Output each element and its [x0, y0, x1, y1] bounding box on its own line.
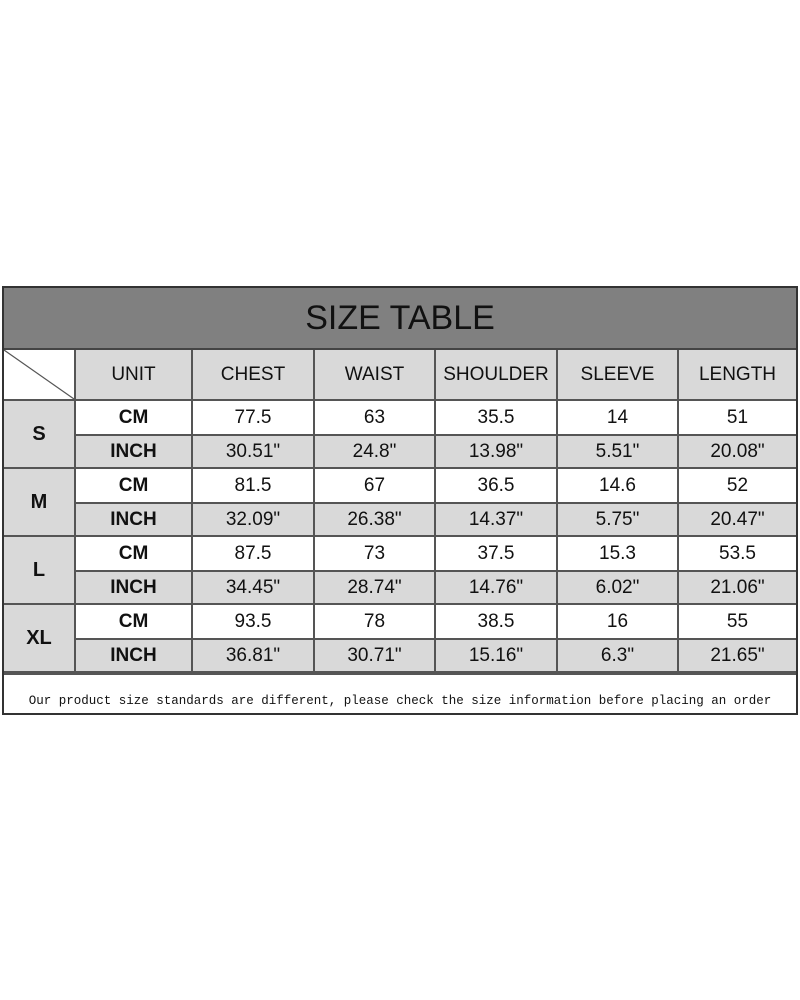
cell-chest: 87.5	[191, 536, 315, 572]
cell-waist: 26.38"	[313, 503, 436, 537]
cell-unit: CM	[74, 536, 193, 572]
header-sleeve: SLEEVE	[556, 350, 679, 401]
cell-sleeve: 6.3"	[556, 639, 679, 673]
header-length: LENGTH	[677, 350, 796, 401]
cell-waist: 73	[313, 536, 436, 572]
table-row-s-cm: S CM 77.5 63 35.5 14 51	[4, 400, 796, 469]
table-row-s-inch: INCH 30.51" 24.8" 13.98" 5.51" 20.08"	[4, 435, 796, 469]
cell-length: 20.08"	[677, 435, 796, 469]
cell-waist: 24.8"	[313, 435, 436, 469]
cell-length: 21.65"	[677, 639, 796, 673]
cell-chest: 30.51"	[191, 435, 315, 469]
cell-sleeve: 5.51"	[556, 435, 679, 469]
cell-shoulder: 37.5	[434, 536, 558, 572]
size-disclaimer: Our product size standards are different…	[4, 673, 796, 727]
cell-sleeve: 14	[556, 400, 679, 436]
header-chest: CHEST	[191, 350, 315, 401]
header-unit: UNIT	[74, 350, 193, 401]
cell-chest: 32.09"	[191, 503, 315, 537]
cell-sleeve: 15.3	[556, 536, 679, 572]
size-label: M	[4, 468, 76, 537]
cell-unit: INCH	[75, 571, 193, 605]
cell-chest: 34.45"	[191, 571, 315, 605]
cell-length: 55	[677, 604, 796, 640]
cell-waist: 28.74"	[313, 571, 436, 605]
cell-sleeve: 6.02"	[556, 571, 679, 605]
table-row-m-inch: INCH 32.09" 26.38" 14.37" 5.75" 20.47"	[4, 503, 796, 537]
cell-chest: 77.5	[191, 400, 315, 436]
cell-sleeve: 5.75"	[556, 503, 679, 537]
table-row-xl-inch: INCH 36.81" 30.71" 15.16" 6.3" 21.65"	[4, 639, 796, 673]
cell-unit: CM	[74, 604, 193, 640]
size-table: SIZE TABLE UNIT CHEST WAIST SHOULDER SLE…	[2, 286, 798, 715]
cell-chest: 81.5	[191, 468, 315, 504]
cell-shoulder: 15.16"	[434, 639, 558, 673]
cell-shoulder: 38.5	[434, 604, 558, 640]
cell-length: 53.5	[677, 536, 796, 572]
header-waist: WAIST	[313, 350, 436, 401]
cell-unit: INCH	[75, 639, 193, 673]
cell-waist: 78	[313, 604, 436, 640]
cell-unit: INCH	[75, 435, 193, 469]
cell-waist: 63	[313, 400, 436, 436]
size-grid: UNIT CHEST WAIST SHOULDER SLEEVE LENGTH …	[4, 350, 796, 673]
cell-sleeve: 16	[556, 604, 679, 640]
cell-length: 51	[677, 400, 796, 436]
cell-length: 20.47"	[677, 503, 796, 537]
header-row: UNIT CHEST WAIST SHOULDER SLEEVE LENGTH	[4, 350, 796, 401]
cell-shoulder: 35.5	[434, 400, 558, 436]
table-row-l-inch: INCH 34.45" 28.74" 14.76" 6.02" 21.06"	[4, 571, 796, 605]
size-label: L	[4, 536, 76, 605]
cell-unit: CM	[74, 400, 193, 436]
cell-sleeve: 14.6	[556, 468, 679, 504]
table-row-m-cm: M CM 81.5 67 36.5 14.6 52	[4, 468, 796, 537]
cell-chest: 93.5	[191, 604, 315, 640]
cell-shoulder: 36.5	[434, 468, 558, 504]
diagonal-corner-cell	[4, 350, 76, 401]
header-shoulder: SHOULDER	[434, 350, 558, 401]
cell-length: 21.06"	[677, 571, 796, 605]
cell-shoulder: 14.37"	[434, 503, 558, 537]
cell-unit: INCH	[75, 503, 193, 537]
size-label: S	[4, 400, 76, 469]
cell-length: 52	[677, 468, 796, 504]
size-label: XL	[4, 604, 76, 673]
cell-waist: 30.71"	[313, 639, 436, 673]
table-row-xl-cm: XL CM 93.5 78 38.5 16 55	[4, 604, 796, 673]
table-title: SIZE TABLE	[4, 288, 796, 350]
cell-shoulder: 13.98"	[434, 435, 558, 469]
cell-shoulder: 14.76"	[434, 571, 558, 605]
table-row-l-cm: L CM 87.5 73 37.5 15.3 53.5	[4, 536, 796, 605]
cell-chest: 36.81"	[191, 639, 315, 673]
cell-unit: CM	[74, 468, 193, 504]
cell-waist: 67	[313, 468, 436, 504]
